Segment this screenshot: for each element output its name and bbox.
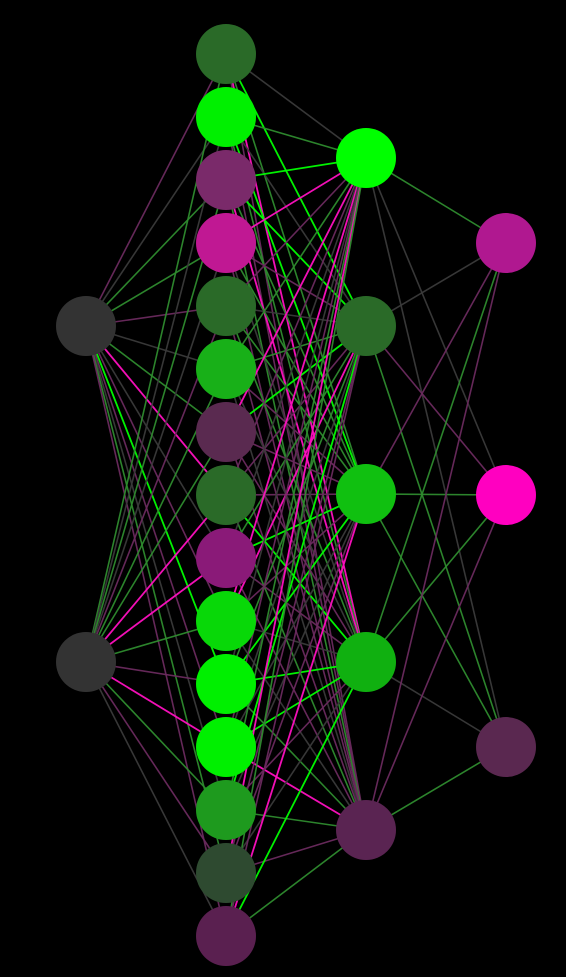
edge-l2-n3-to-n1 <box>365 494 507 663</box>
hidden-1-node-15 <box>196 906 256 966</box>
edge-l0-n0-to-n8 <box>85 325 227 559</box>
edge-l1-n9-to-n2 <box>225 493 367 622</box>
edge-l2-n0-to-n1 <box>365 157 507 496</box>
edge-l2-n4-to-n1 <box>365 494 507 831</box>
hidden-1-node-1 <box>196 24 256 84</box>
hidden-1-node-7 <box>196 402 256 462</box>
hidden-1-node-3 <box>196 150 256 210</box>
edge-l0-n1-to-n13 <box>85 661 227 874</box>
output-node-1 <box>476 213 536 273</box>
edge-l0-n0-to-n13 <box>85 325 227 874</box>
edge-l1-n3-to-n2 <box>225 242 367 495</box>
edge-l1-n10-to-n4 <box>225 683 367 831</box>
edges-group <box>85 53 507 937</box>
output-node-2 <box>476 465 536 525</box>
hidden-1-node-6 <box>196 339 256 399</box>
edge-l1-n7-to-n3 <box>225 494 367 663</box>
hidden-1-node-11 <box>196 654 256 714</box>
hidden-1-node-14 <box>196 843 256 903</box>
hidden-2-node-5 <box>336 800 396 860</box>
hidden-1-node-2 <box>196 87 256 147</box>
edge-l0-n1-to-n1 <box>85 116 227 663</box>
edge-l1-n5-to-n0 <box>225 157 367 370</box>
edge-l1-n8-to-n1 <box>225 325 367 559</box>
edge-l1-n13-to-n1 <box>225 325 367 874</box>
edge-l1-n9-to-n4 <box>225 620 367 831</box>
hidden-1-node-9 <box>196 528 256 588</box>
edge-l1-n10-to-n0 <box>225 157 367 685</box>
hidden-2-node-4 <box>336 632 396 692</box>
edge-l1-n5-to-n2 <box>225 368 367 495</box>
edge-l2-n1-to-n1 <box>365 325 507 496</box>
hidden-2-node-3 <box>336 464 396 524</box>
edge-l2-n2-to-n0 <box>365 242 507 495</box>
hidden-1-node-12 <box>196 717 256 777</box>
hidden-1-node-10 <box>196 591 256 651</box>
edge-l0-n1-to-n6 <box>85 431 227 663</box>
hidden-1-node-13 <box>196 780 256 840</box>
edge-l1-n10-to-n2 <box>225 493 367 685</box>
edge-l1-n4-to-n2 <box>225 305 367 495</box>
hidden-1-node-4 <box>196 213 256 273</box>
edge-l0-n0-to-n14 <box>85 325 227 937</box>
input-node-1 <box>56 296 116 356</box>
edge-l1-n14-to-n1 <box>225 325 367 937</box>
edge-l1-n11-to-n0 <box>225 157 367 748</box>
edge-l1-n2-to-n1 <box>225 179 367 327</box>
hidden-2-node-2 <box>336 296 396 356</box>
hidden-2-node-1 <box>336 128 396 188</box>
edge-l1-n7-to-n1 <box>225 325 367 496</box>
output-node-3 <box>476 717 536 777</box>
edge-l0-n0-to-n2 <box>85 179 227 327</box>
edge-l2-n3-to-n0 <box>365 242 507 663</box>
edge-l2-n4-to-n0 <box>365 242 507 831</box>
hidden-1-node-8 <box>196 465 256 525</box>
edge-l0-n0-to-n7 <box>85 325 227 496</box>
edge-l1-n4-to-n0 <box>225 157 367 307</box>
edge-l0-n1-to-n12 <box>85 661 227 811</box>
input-node-2 <box>56 632 116 692</box>
edge-l0-n1-to-n0 <box>85 53 227 663</box>
nodes-group <box>56 24 536 966</box>
edge-l2-n2-to-n2 <box>365 493 507 748</box>
edge-l1-n12-to-n3 <box>225 661 367 811</box>
hidden-1-node-5 <box>196 276 256 336</box>
edge-l0-n1-to-n7 <box>85 494 227 663</box>
